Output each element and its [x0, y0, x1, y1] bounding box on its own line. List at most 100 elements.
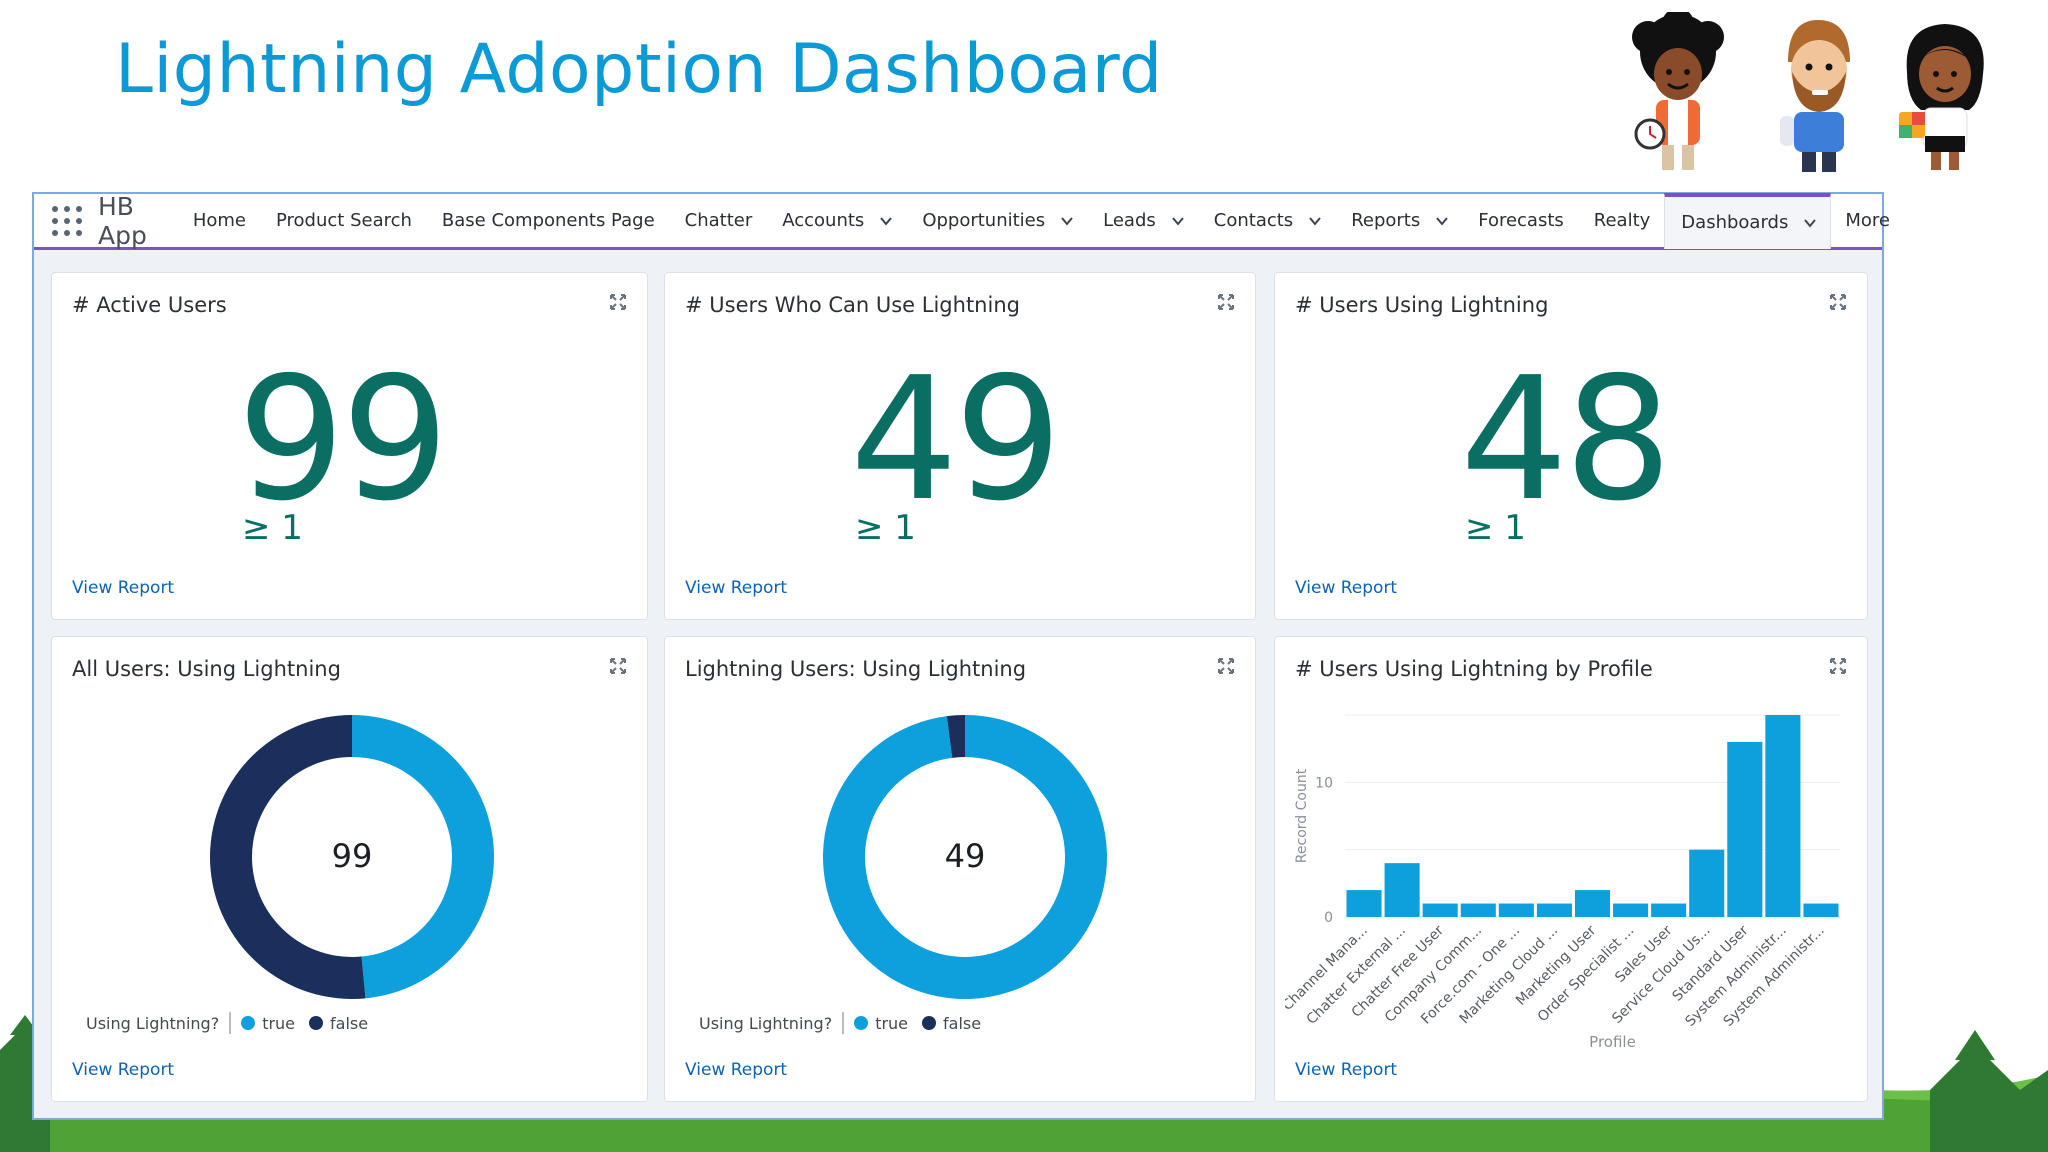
card-users-using-lightning: # Users Using Lightning 48 ≥ 1 View Repo…: [1274, 272, 1868, 620]
nav-tab-more[interactable]: More: [1831, 193, 1904, 249]
bar[interactable]: [1651, 903, 1687, 917]
donut-slice-true[interactable]: [352, 715, 495, 999]
nav-tab-label: Product Search: [276, 210, 412, 231]
bar[interactable]: [1422, 903, 1458, 917]
donut-slice-false[interactable]: [946, 715, 965, 758]
nav-tab-base-components-page[interactable]: Base Components Page: [426, 193, 669, 249]
bar[interactable]: [1384, 863, 1420, 917]
y-tick-label: 10: [1315, 775, 1333, 791]
expand-icon[interactable]: [609, 293, 627, 311]
chart-legend: Using Lightning? true false: [699, 1012, 995, 1034]
legend-divider: [842, 1012, 845, 1034]
card-users-can-use-lightning: # Users Who Can Use Lightning 49 ≥ 1 Vie…: [664, 272, 1256, 620]
card-title: # Users Who Can Use Lightning: [685, 293, 1020, 317]
nav-tab-leads[interactable]: Leads: [1087, 193, 1198, 249]
chevron-down-icon[interactable]: [880, 215, 893, 227]
donut-slice-false[interactable]: [210, 715, 366, 999]
y-tick-label: 0: [1324, 910, 1333, 926]
bar[interactable]: [1613, 903, 1649, 917]
character-astro-illustration: [1632, 12, 1724, 170]
bar[interactable]: [1346, 890, 1382, 917]
expand-icon[interactable]: [1217, 657, 1235, 675]
chevron-down-icon[interactable]: [1804, 217, 1817, 229]
nav-tab-label: Base Components Page: [441, 210, 655, 231]
card-title: All Users: Using Lightning: [72, 657, 341, 681]
bar[interactable]: [1574, 890, 1611, 917]
bar[interactable]: [1689, 849, 1725, 917]
card-users-by-profile: # Users Using Lightning by Profile 0 10 Re…: [1274, 636, 1868, 1102]
view-report-link[interactable]: View Report: [72, 1060, 175, 1080]
x-axis-label: Profile: [1589, 1033, 1636, 1051]
nav-tab-label: Opportunities: [922, 210, 1046, 231]
nav-tab-opportunities[interactable]: Opportunities: [906, 193, 1087, 249]
view-report-link[interactable]: View Report: [1295, 578, 1398, 598]
chevron-down-icon[interactable]: [1309, 215, 1321, 227]
expand-icon[interactable]: [1829, 657, 1847, 675]
card-all-users-donut: All Users: Using Lightning 99 Using Ligh…: [51, 636, 648, 1102]
nav-tab-contacts[interactable]: Contacts: [1198, 193, 1335, 249]
app-name: HB App: [98, 191, 147, 250]
metric-value: 49: [850, 341, 1062, 539]
legend-item-false[interactable]: false: [922, 1014, 981, 1033]
donut-chart: [823, 715, 1107, 999]
nav-tab-label: More: [1845, 210, 1890, 231]
bar[interactable]: [1727, 741, 1763, 917]
nav-tab-label: Home: [192, 210, 246, 231]
nav-tab-accounts[interactable]: Accounts: [766, 193, 906, 249]
nav-tab-home[interactable]: Home: [177, 193, 260, 249]
nav-tab-label: Accounts: [782, 210, 865, 231]
donut-chart: [210, 715, 495, 999]
chart-legend: Using Lightning? true false: [86, 1012, 382, 1034]
legend-label: true: [875, 1013, 909, 1033]
expand-icon[interactable]: [609, 657, 627, 675]
metric-threshold: ≥ 1: [1465, 508, 1526, 548]
view-report-link[interactable]: View Report: [1295, 1060, 1398, 1080]
expand-icon[interactable]: [1829, 293, 1847, 311]
nav-tab-realty[interactable]: Realty: [1578, 193, 1665, 249]
bar[interactable]: [1498, 903, 1534, 917]
legend-swatch: [309, 1016, 324, 1030]
metric-threshold: ≥ 1: [242, 508, 303, 548]
legend-label: true: [262, 1013, 296, 1033]
donut-slice-true[interactable]: [823, 715, 1107, 999]
nav-tab-dashboards[interactable]: Dashboards: [1664, 192, 1832, 249]
nav-tab-chatter[interactable]: Chatter: [669, 193, 767, 249]
nav-tab-forecasts[interactable]: Forecasts: [1462, 193, 1578, 249]
app-launcher-icon[interactable]: [52, 205, 82, 236]
chevron-down-icon[interactable]: [1436, 215, 1449, 227]
app-window: HB App Home Product Search Base Components…: [32, 191, 1890, 1120]
bar[interactable]: [1460, 903, 1496, 917]
card-title: # Users Using Lightning by Profile: [1295, 657, 1653, 681]
legend-item-true[interactable]: true: [241, 1014, 295, 1033]
expand-icon[interactable]: [1217, 293, 1235, 311]
y-axis-label: Record Count: [1294, 768, 1310, 863]
bar[interactable]: [1765, 715, 1801, 917]
slide-title: Lightning Adoption Dashboard: [115, 30, 1163, 109]
donut-center-total: 49: [944, 837, 986, 875]
legend-label: false: [943, 1013, 982, 1033]
character-codey-illustration: [1780, 20, 1850, 172]
bar[interactable]: [1803, 903, 1839, 917]
view-report-link[interactable]: View Report: [685, 578, 788, 598]
chevron-down-icon[interactable]: [1171, 215, 1184, 227]
character-appy-illustration: [1899, 24, 1984, 170]
legend-swatch: [922, 1016, 937, 1030]
chevron-down-icon[interactable]: [1061, 215, 1073, 227]
metric-threshold: ≥ 1: [855, 508, 916, 548]
legend-title: Using Lightning?: [699, 1013, 833, 1033]
legend-swatch: [854, 1016, 869, 1030]
legend-swatch: [241, 1016, 256, 1030]
metric-value: 99: [237, 341, 449, 539]
legend-item-true[interactable]: true: [854, 1014, 908, 1033]
nav-tab-reports[interactable]: Reports: [1335, 193, 1462, 249]
legend-item-false[interactable]: false: [309, 1014, 368, 1033]
nav-tab-label: Contacts: [1213, 210, 1294, 231]
bar[interactable]: [1536, 903, 1572, 917]
view-report-link[interactable]: View Report: [685, 1060, 788, 1080]
nav-tab-product-search[interactable]: Product Search: [260, 193, 426, 249]
nav-tab-label: Reports: [1351, 210, 1421, 231]
card-title: Lightning Users: Using Lightning: [685, 657, 1027, 681]
nav-tab-label: Forecasts: [1478, 210, 1564, 231]
view-report-link[interactable]: View Report: [72, 578, 175, 598]
